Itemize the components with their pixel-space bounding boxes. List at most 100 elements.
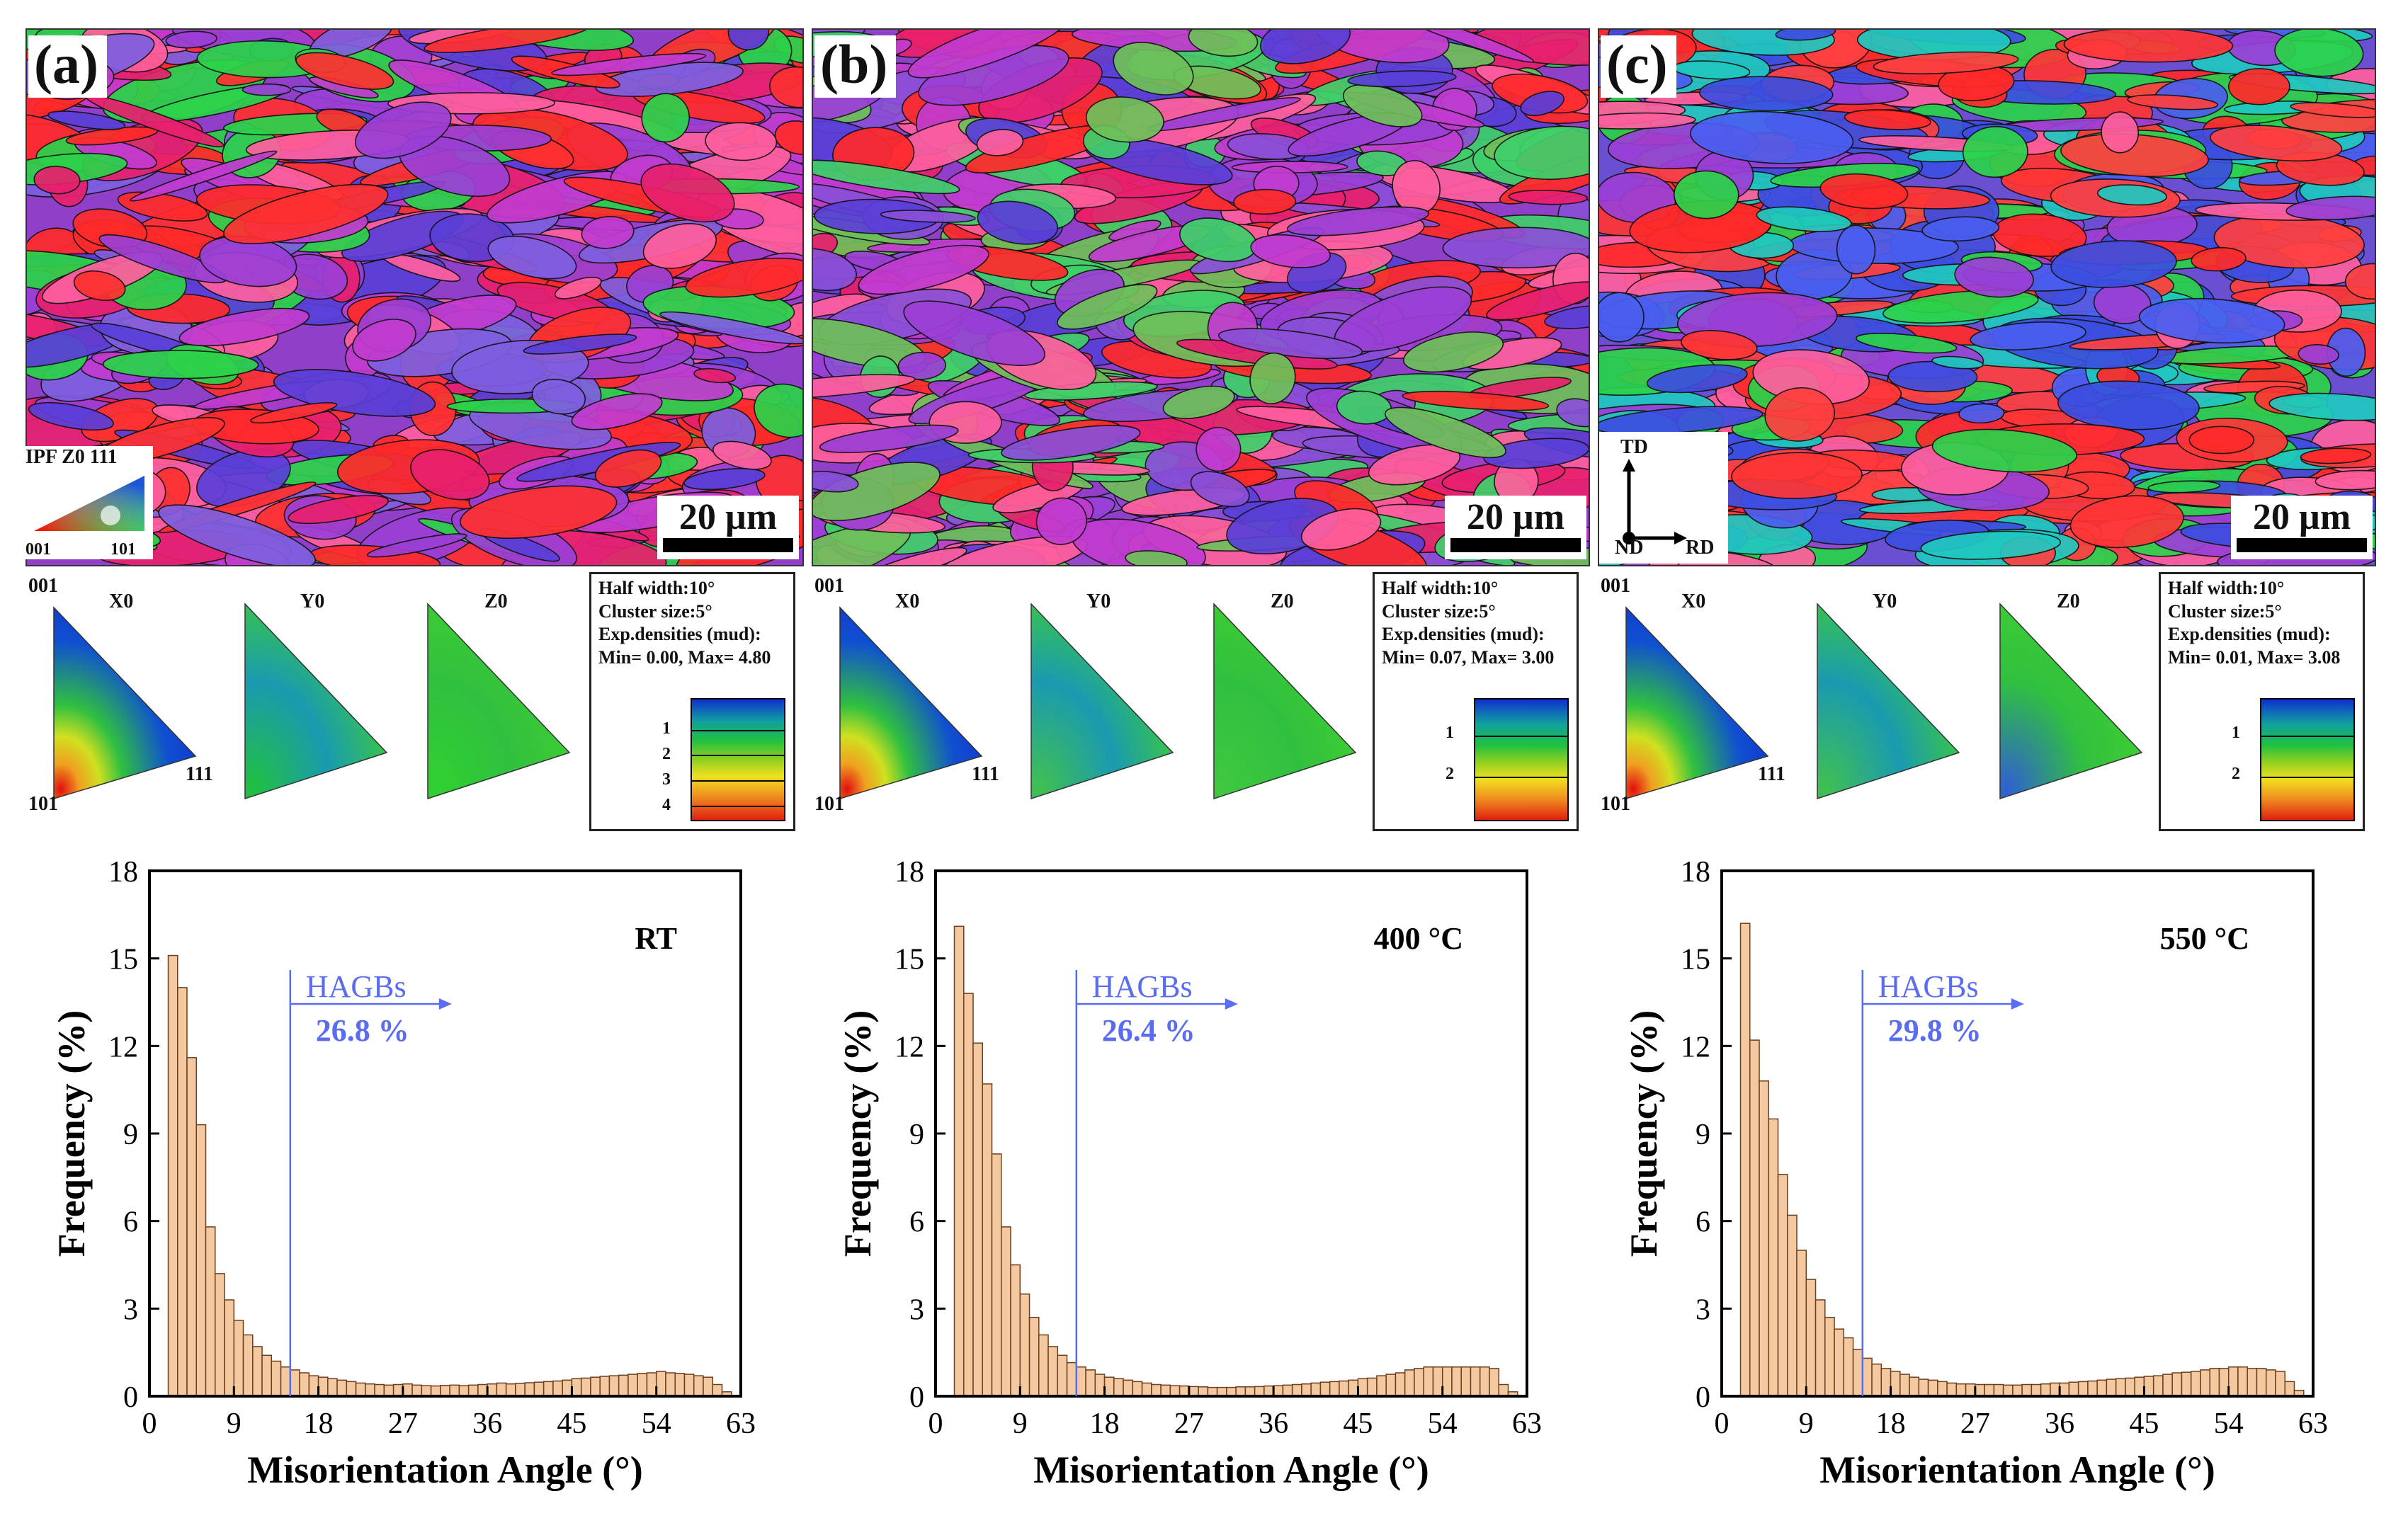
histogram-bar <box>1291 1383 1302 1397</box>
histogram-bar <box>2162 1374 2173 1397</box>
y-axis-label: Frequency (%) <box>836 1010 879 1257</box>
min-max-text: Min= 0.00, Max= 4.80 <box>598 646 771 668</box>
histogram-bar <box>991 1153 1002 1397</box>
histogram-bar <box>552 1380 563 1397</box>
histogram-bar <box>1123 1379 1134 1397</box>
histogram-bar <box>1805 1279 1817 1397</box>
y-tick-label: 0 <box>909 1381 924 1414</box>
histogram-bar <box>1151 1383 1162 1397</box>
density-tick: 1 <box>2232 724 2240 742</box>
histogram-bar <box>1759 1080 1770 1397</box>
x-axis-label: Misorientation Angle (°) <box>1819 1449 2215 1491</box>
histogram-bar <box>2021 1383 2033 1397</box>
half-width-text: Half width:10° <box>1382 578 1499 598</box>
histogram-bar <box>2115 1378 2126 1397</box>
histogram-bar <box>242 1334 254 1397</box>
y-tick-label: 18 <box>108 856 138 889</box>
histogram-bar <box>2256 1368 2267 1397</box>
histogram-bar <box>1470 1366 1481 1397</box>
histogram-bar <box>1076 1366 1086 1397</box>
histogram-bar <box>215 1273 225 1397</box>
scale-bar-label: 20 µm <box>678 497 778 537</box>
histogram-bar <box>1019 1293 1030 1397</box>
histogram-bar <box>1871 1363 1882 1397</box>
histogram-bar <box>1085 1369 1096 1397</box>
inverse-pole-figures-b: 001 101 111 X0 Y0 Z0 <box>812 572 1591 841</box>
density-legend-b: Half width:10° Cluster size:5° Exp.densi… <box>1373 572 1579 831</box>
histogram-bar <box>2275 1371 2285 1397</box>
histogram-bar <box>477 1383 488 1397</box>
histogram-bar <box>599 1376 610 1397</box>
histogram-bar <box>402 1383 413 1397</box>
x-axis-label: Misorientation Angle (°) <box>1033 1449 1429 1491</box>
exp-densities-text: Exp.densities (mud): <box>598 624 761 644</box>
histogram-bar <box>1937 1381 1948 1397</box>
y-axis-label: Frequency (%) <box>1623 1010 1665 1257</box>
pf-corner-101: 101 <box>28 793 58 815</box>
histogram-bar <box>1880 1368 1892 1397</box>
scale-bar-c: 20 µm <box>2231 496 2373 559</box>
density-tick: 3 <box>662 770 671 789</box>
hagb-fraction: 26.4 % <box>1102 1013 1196 1048</box>
y-tick-label: 9 <box>123 1119 138 1151</box>
histogram-bar <box>1739 923 1751 1397</box>
orientation-map-image <box>813 30 1589 565</box>
histogram-bar <box>365 1383 375 1397</box>
histogram-bar <box>1852 1349 1863 1397</box>
histogram-bar <box>2171 1372 2183 1397</box>
pf-label-z0: Z0 <box>484 590 508 612</box>
histogram-bar <box>1479 1366 1490 1397</box>
x-tick-label: 9 <box>1799 1408 1814 1440</box>
histogram-bar <box>496 1382 507 1397</box>
inverse-pole-figures-c: 001 101 111 X0 Y0 Z0 <box>1598 572 2377 841</box>
exp-densities-text: Exp.densities (mud): <box>2168 624 2331 644</box>
histogram-bar <box>637 1373 648 1397</box>
histogram-bar <box>308 1375 319 1397</box>
histogram-bar <box>336 1379 348 1397</box>
histogram-bar <box>674 1373 686 1397</box>
histogram-bar <box>618 1374 629 1397</box>
histogram-bars <box>1739 923 2305 1397</box>
x-tick-label: 36 <box>1259 1408 1288 1440</box>
histogram-bar <box>1862 1357 1873 1397</box>
ipf-key-title: IPF Z0 111 <box>25 446 118 468</box>
x-tick-label: 45 <box>1343 1408 1373 1440</box>
histogram-bar <box>261 1354 273 1397</box>
pole-figure-triangles <box>839 603 1357 800</box>
histogram-bar <box>346 1381 357 1397</box>
cluster-size-text: Cluster size:5° <box>2168 600 2282 622</box>
histogram-bar <box>327 1378 338 1397</box>
y-tick-label: 0 <box>1696 1381 1710 1414</box>
density-color-scale <box>1474 698 1569 821</box>
histogram-bar <box>1787 1214 1798 1397</box>
histogram-bars <box>167 954 732 1397</box>
histogram-bar <box>2077 1381 2089 1397</box>
y-tick-label: 3 <box>1696 1294 1710 1326</box>
histogram-bar <box>1188 1386 1199 1397</box>
histogram-bar <box>1094 1374 1106 1397</box>
density-legend-text: Half width:10° Cluster size:5° Exp.densi… <box>598 577 771 669</box>
scale-bar-b: 20 µm <box>1445 496 1586 559</box>
histogram-bar <box>421 1385 432 1397</box>
exp-densities-text: Exp.densities (mud): <box>1382 624 1545 644</box>
orientation-map-image <box>27 30 802 565</box>
pf-corner-111: 111 <box>1758 763 1785 785</box>
histogram-bar <box>1001 1226 1011 1397</box>
histogram-bar <box>2152 1375 2164 1397</box>
panel-label-a: (a) <box>28 35 107 98</box>
x-tick-label: 63 <box>726 1408 756 1440</box>
histogram-bar <box>1329 1381 1340 1397</box>
x-tick-label: 27 <box>1960 1408 1990 1440</box>
histogram-bar <box>2050 1382 2060 1397</box>
y-tick-label: 6 <box>909 1206 924 1239</box>
density-legend-a: Half width:10° Cluster size:5° Exp.densi… <box>589 572 795 831</box>
panel-label-c: (c) <box>1601 35 1676 98</box>
histogram-bar <box>1376 1375 1387 1397</box>
histogram-bar <box>2134 1376 2145 1397</box>
histogram-bar <box>374 1383 385 1397</box>
panel-label-b: (b) <box>814 35 897 98</box>
condition-label: RT <box>635 921 677 956</box>
histogram-bar <box>224 1299 235 1397</box>
